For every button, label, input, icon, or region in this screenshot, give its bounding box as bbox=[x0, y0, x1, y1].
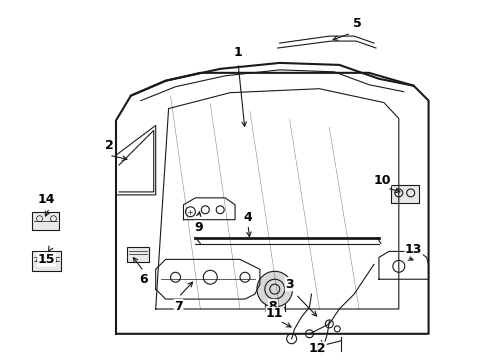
Text: 14: 14 bbox=[38, 193, 55, 206]
Text: 2: 2 bbox=[105, 139, 113, 152]
Text: 13: 13 bbox=[405, 243, 422, 256]
Text: 10: 10 bbox=[373, 174, 391, 186]
Text: 5: 5 bbox=[353, 17, 362, 30]
Circle shape bbox=[257, 271, 293, 307]
Bar bbox=[127, 247, 149, 262]
Bar bbox=[391, 185, 418, 203]
Text: 4: 4 bbox=[244, 211, 252, 224]
Text: 8: 8 bbox=[269, 300, 277, 312]
Text: 12: 12 bbox=[309, 342, 326, 355]
Text: 7: 7 bbox=[174, 300, 183, 312]
Bar bbox=[32, 251, 61, 271]
Text: 9: 9 bbox=[194, 221, 203, 234]
Text: 3: 3 bbox=[285, 278, 294, 291]
Text: 15: 15 bbox=[38, 253, 55, 266]
Text: 6: 6 bbox=[140, 273, 148, 286]
Bar bbox=[32, 212, 59, 230]
Text: 1: 1 bbox=[234, 46, 243, 59]
Text: 11: 11 bbox=[266, 307, 284, 320]
